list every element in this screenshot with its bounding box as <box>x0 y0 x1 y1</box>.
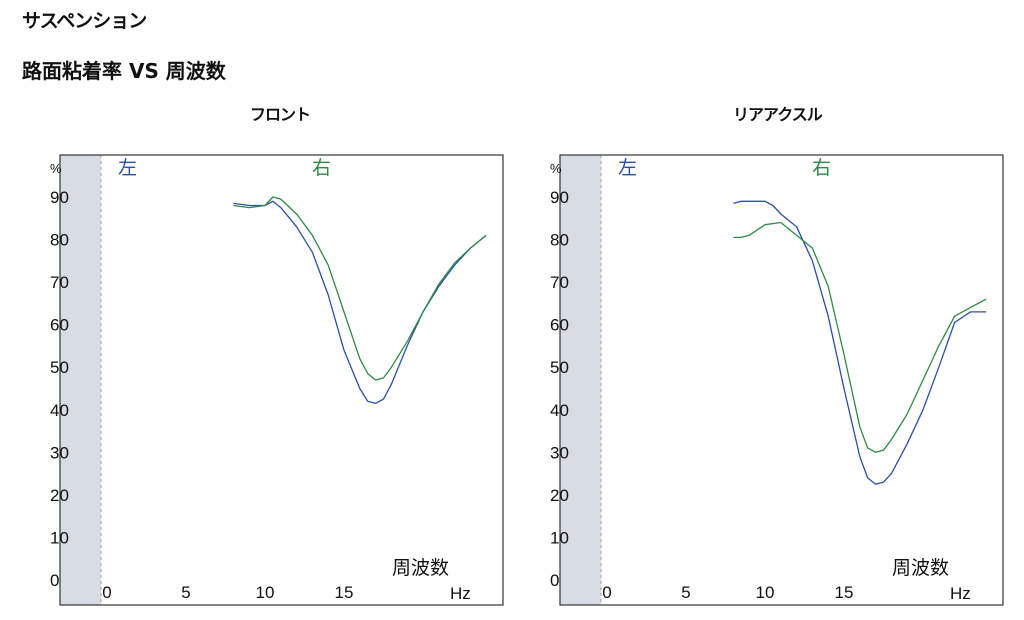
plot-frame <box>559 154 1004 606</box>
x-axis-caption: 周波数 <box>892 557 949 579</box>
series-line-right <box>233 196 487 381</box>
x-unit-label: Hz <box>950 584 971 603</box>
x-tick-label: 15 <box>835 583 854 602</box>
x-axis-caption: 周波数 <box>392 557 449 579</box>
y-tick-label: 60 <box>550 316 569 335</box>
y-tick-label: 60 <box>50 316 69 335</box>
x-tick-label: 10 <box>756 583 775 602</box>
x-tick-label: 0 <box>102 583 111 602</box>
y-tick-label: 30 <box>50 443 69 462</box>
x-unit-label: Hz <box>450 584 471 603</box>
x-tick-label: 5 <box>181 583 190 602</box>
legend-left: 左 <box>618 157 637 179</box>
legend-left: 左 <box>118 157 137 179</box>
y-tick-label: 70 <box>550 273 569 292</box>
page-title: 路面粘着率 VS 周波数 <box>22 59 226 83</box>
x-tick-label: 5 <box>681 583 690 602</box>
y-tick-label: 50 <box>550 358 569 377</box>
y-tick-label: 30 <box>550 443 569 462</box>
y-tick-label: 90 <box>50 188 69 207</box>
front-chart-title: フロント <box>250 105 311 124</box>
x-tick-label: 15 <box>335 583 354 602</box>
left-band <box>60 155 101 605</box>
plot-frame <box>59 154 504 606</box>
section-title: サスペンション <box>22 10 147 32</box>
rear-axle-chart-title: リアアクスル <box>733 105 823 124</box>
series-line-left <box>233 200 487 405</box>
y-tick-label: 40 <box>550 401 569 420</box>
y-tick-label: 40 <box>50 401 69 420</box>
y-tick-label: 80 <box>550 231 569 250</box>
y-tick-label: 0 <box>550 571 559 590</box>
y-tick-label: 80 <box>50 231 69 250</box>
legend-right: 右 <box>812 157 831 179</box>
y-tick-label: 90 <box>550 188 569 207</box>
y-tick-label: 20 <box>550 486 569 505</box>
y-unit-label: % <box>550 161 562 176</box>
y-tick-label: 10 <box>50 528 69 547</box>
y-tick-label: 0 <box>50 571 59 590</box>
x-tick-label: 10 <box>256 583 275 602</box>
y-tick-label: 10 <box>550 528 569 547</box>
y-tick-label: 70 <box>50 273 69 292</box>
left-band <box>560 155 601 605</box>
series-line-left <box>733 200 987 485</box>
y-tick-label: 20 <box>50 486 69 505</box>
band-gap <box>601 155 607 605</box>
x-tick-label: 0 <box>602 583 611 602</box>
y-tick-label: 50 <box>50 358 69 377</box>
y-unit-label: % <box>50 161 62 176</box>
band-gap <box>101 155 107 605</box>
legend-right: 右 <box>312 157 331 179</box>
series-line-right <box>733 221 987 453</box>
